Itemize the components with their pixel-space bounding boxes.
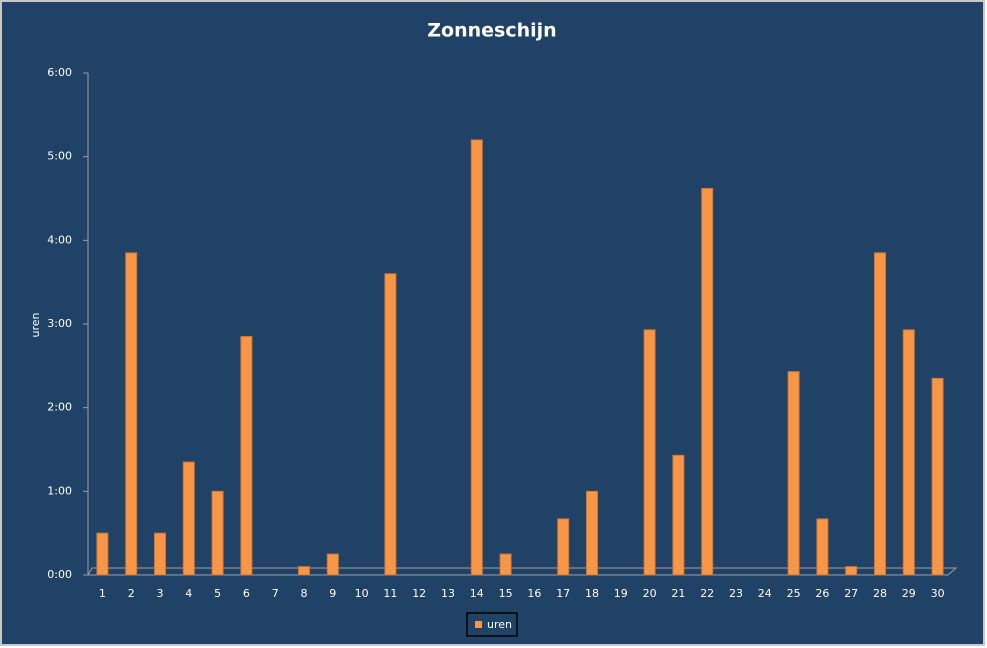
x-tick-label: 9 bbox=[329, 587, 336, 600]
x-tick-label: 19 bbox=[614, 587, 628, 600]
y-tick-label: 3:00 bbox=[47, 317, 72, 330]
x-tick-label: 29 bbox=[902, 587, 916, 600]
x-tick-label: 18 bbox=[585, 587, 599, 600]
y-tick-label: 1:00 bbox=[47, 484, 72, 497]
x-tick-label: 15 bbox=[499, 587, 513, 600]
bar bbox=[326, 553, 339, 576]
y-axis-title: uren bbox=[29, 312, 42, 337]
bar bbox=[931, 377, 944, 576]
legend-swatch bbox=[475, 621, 482, 628]
x-tick-label: 8 bbox=[301, 587, 308, 600]
x-tick-label: 30 bbox=[931, 587, 945, 600]
x-tick-label: 7 bbox=[272, 587, 279, 600]
y-tick-label: 0:00 bbox=[47, 568, 72, 581]
bar bbox=[874, 252, 886, 576]
x-tick-label: 24 bbox=[758, 587, 772, 600]
x-tick-label: 1 bbox=[99, 587, 106, 600]
y-tick-label: 4:00 bbox=[47, 233, 72, 246]
bar bbox=[902, 329, 915, 576]
bar bbox=[211, 490, 224, 576]
x-tick-label: 2 bbox=[128, 587, 135, 600]
bar bbox=[499, 553, 512, 576]
x-tick-label: 12 bbox=[412, 587, 426, 600]
bar bbox=[816, 518, 829, 576]
x-tick-label: 22 bbox=[700, 587, 714, 600]
bar bbox=[470, 139, 483, 576]
x-tick-label: 23 bbox=[729, 587, 743, 600]
x-tick-label: 13 bbox=[441, 587, 455, 600]
chart-title: Zonneschijn bbox=[427, 20, 556, 42]
bar bbox=[240, 336, 253, 576]
bar bbox=[96, 532, 109, 576]
x-tick-label: 26 bbox=[815, 587, 829, 600]
bar bbox=[125, 252, 138, 576]
x-tick-label: 4 bbox=[185, 587, 192, 600]
x-tick-label: 3 bbox=[157, 587, 164, 600]
bar bbox=[787, 371, 800, 576]
bar bbox=[298, 566, 310, 576]
legend-label: uren bbox=[487, 618, 512, 631]
x-tick-label: 27 bbox=[844, 587, 858, 600]
x-tick-label: 14 bbox=[470, 587, 484, 600]
bar bbox=[557, 518, 570, 576]
bar bbox=[845, 566, 858, 576]
x-tick-label: 6 bbox=[243, 587, 250, 600]
x-tick-label: 20 bbox=[643, 587, 657, 600]
y-tick-label: 6:00 bbox=[47, 66, 72, 79]
x-tick-label: 28 bbox=[873, 587, 887, 600]
legend-box bbox=[466, 612, 518, 637]
bar bbox=[701, 187, 714, 576]
bar bbox=[154, 532, 166, 576]
x-tick-label: 16 bbox=[527, 587, 541, 600]
x-tick-label: 25 bbox=[787, 587, 801, 600]
y-tick-label: 2:00 bbox=[47, 401, 72, 414]
bar bbox=[182, 461, 195, 576]
x-tick-label: 11 bbox=[383, 587, 397, 600]
bar bbox=[643, 329, 656, 576]
y-tick-label: 5:00 bbox=[47, 150, 72, 163]
bar bbox=[672, 454, 685, 576]
x-tick-label: 5 bbox=[214, 587, 221, 600]
x-tick-label: 21 bbox=[671, 587, 685, 600]
x-tick-label: 10 bbox=[355, 587, 369, 600]
x-tick-label: 17 bbox=[556, 587, 570, 600]
bar bbox=[384, 273, 397, 576]
bar bbox=[586, 490, 598, 576]
